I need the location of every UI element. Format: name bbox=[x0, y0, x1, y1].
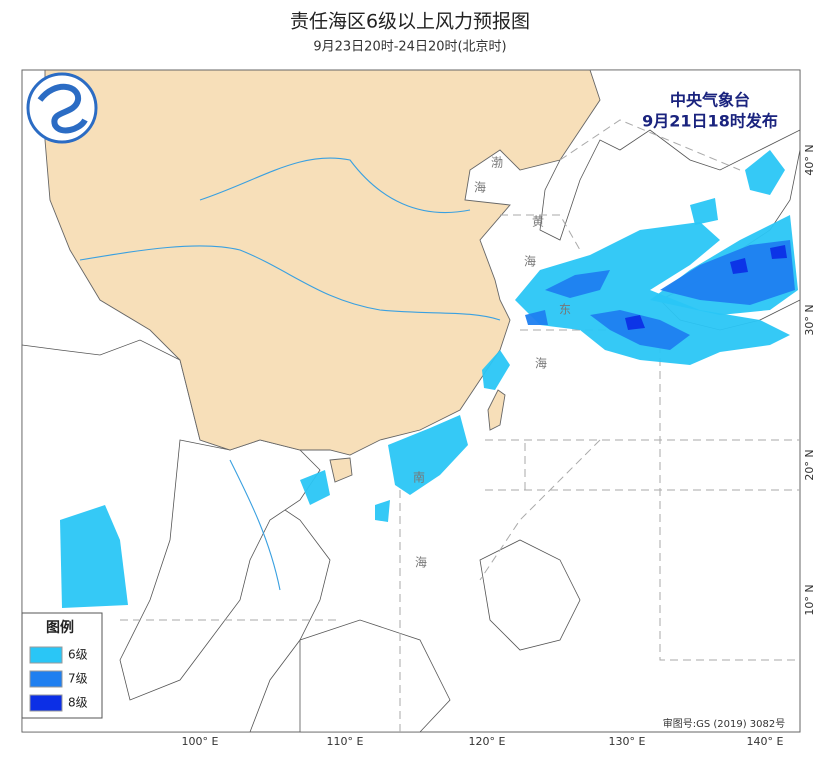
wind-area bbox=[545, 270, 610, 298]
lat-label: 30° N bbox=[803, 304, 816, 335]
agency-name: 中央气象台 bbox=[670, 91, 750, 110]
lon-label: 110° E bbox=[327, 735, 364, 748]
wind-area bbox=[745, 150, 785, 195]
sea-label: 南 bbox=[413, 470, 425, 485]
legend-title: 图例 bbox=[46, 619, 74, 636]
lon-label: 140° E bbox=[747, 735, 784, 748]
region-lines bbox=[120, 119, 800, 732]
sea-label: 渤 bbox=[491, 156, 503, 170]
legend-swatch bbox=[29, 694, 63, 712]
lon-label: 100° E bbox=[182, 735, 219, 748]
lat-label: 10° N bbox=[803, 584, 816, 615]
china-land bbox=[44, 69, 601, 456]
wind-area bbox=[482, 350, 510, 390]
wind-area bbox=[660, 240, 795, 305]
wind-area bbox=[525, 310, 548, 325]
wind-area bbox=[375, 500, 390, 522]
rivers bbox=[79, 157, 501, 591]
sea-label: 黄 bbox=[532, 215, 544, 229]
legend: 图例 6级 7级 8级 bbox=[21, 612, 103, 719]
legend-swatch bbox=[29, 646, 63, 664]
logo bbox=[26, 72, 98, 144]
issue-time: 9月21日18时发布 bbox=[642, 112, 778, 131]
sea-label: 海 bbox=[474, 180, 486, 195]
wind-area bbox=[730, 258, 748, 274]
lon-label: 120° E bbox=[469, 735, 506, 748]
wind-area bbox=[300, 470, 330, 505]
wind-area bbox=[690, 198, 718, 225]
hainan bbox=[329, 457, 353, 483]
title: 责任海区6级以上风力预报图 bbox=[290, 11, 530, 33]
lon-label: 130° E bbox=[609, 735, 646, 748]
sea-label: 海 bbox=[415, 555, 427, 570]
wind-area bbox=[515, 222, 790, 365]
sea-label: 海 bbox=[524, 254, 536, 269]
taiwan bbox=[487, 389, 506, 431]
sea-label: 东 bbox=[559, 303, 571, 317]
subtitle: 9月23日20时-24日20时(北京时) bbox=[313, 40, 506, 55]
wind-area bbox=[770, 245, 787, 259]
wind-areas bbox=[60, 150, 798, 608]
wind-area bbox=[60, 505, 128, 608]
lat-label: 20° N bbox=[803, 449, 816, 480]
legend-label: 6级 bbox=[68, 648, 88, 662]
legend-label: 8级 bbox=[68, 696, 88, 710]
wind-area bbox=[590, 310, 690, 350]
map-approval: 审图号:GS (2019) 3082号 bbox=[663, 717, 786, 730]
sea-label: 海 bbox=[535, 356, 547, 371]
legend-swatch bbox=[29, 670, 63, 688]
wind-area bbox=[388, 415, 468, 495]
lat-label: 40° N bbox=[803, 144, 816, 175]
wind-area bbox=[625, 315, 645, 330]
legend-label: 7级 bbox=[68, 672, 88, 686]
